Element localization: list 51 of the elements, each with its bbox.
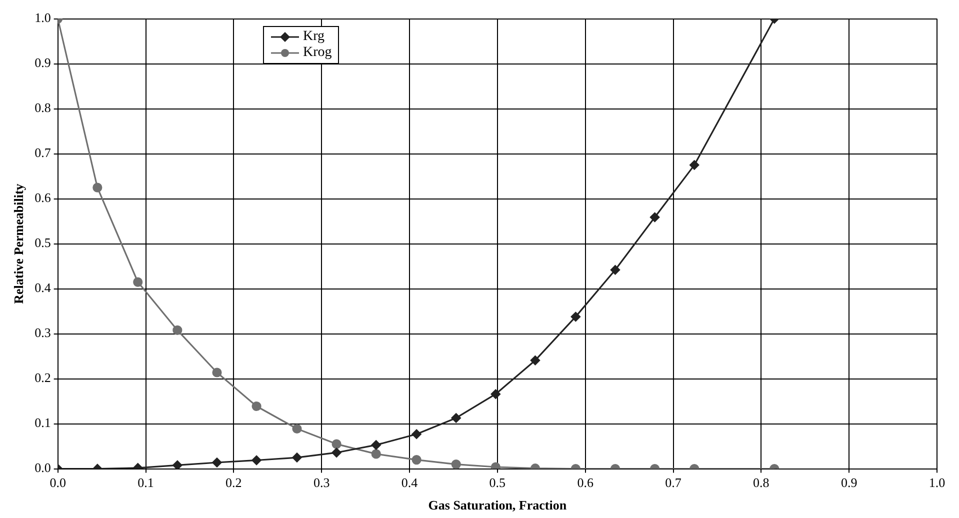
x-axis-title: Gas Saturation, Fraction — [428, 498, 568, 513]
point — [530, 356, 540, 366]
point — [292, 424, 302, 434]
x-tick-label: 0.7 — [665, 475, 682, 490]
y-tick-label: 0.7 — [34, 145, 52, 160]
point — [690, 160, 700, 170]
point — [212, 368, 222, 378]
point — [371, 440, 381, 450]
y-tick-label: 0.4 — [34, 280, 52, 296]
y-tick-label: 0.8 — [34, 100, 51, 116]
x-tick-label: 0.6 — [577, 475, 594, 490]
x-tick-label: 0.8 — [753, 475, 770, 490]
point — [252, 455, 262, 466]
point — [332, 448, 342, 458]
point — [490, 462, 500, 469]
point — [92, 182, 102, 192]
point — [252, 401, 262, 412]
point — [412, 429, 422, 439]
point — [332, 439, 342, 449]
point — [133, 277, 143, 287]
point — [650, 212, 660, 222]
x-tick-label: 0.4 — [401, 475, 418, 490]
y-tick-label: 1.0 — [34, 10, 51, 26]
y-tick-label: 0.5 — [34, 235, 51, 250]
y-tick-label: 0.2 — [34, 370, 51, 386]
y-tick-label: 0.9 — [34, 55, 51, 70]
x-tick-label: 0.9 — [840, 475, 858, 490]
x-tick-label: 0.5 — [489, 475, 506, 490]
y-tick-label: 0.1 — [34, 415, 51, 430]
point — [490, 389, 500, 399]
y-axis-title: Relative Permeability — [11, 183, 26, 304]
point — [172, 325, 182, 335]
point — [451, 413, 461, 423]
x-tick-label: 1.0 — [928, 475, 946, 490]
point — [371, 449, 381, 459]
x-tick-label: 0.1 — [138, 475, 154, 490]
y-tick-label: 0.6 — [34, 190, 52, 206]
point — [292, 452, 302, 462]
legend-label: Krg — [303, 29, 325, 45]
point — [451, 460, 461, 469]
point — [172, 460, 182, 469]
point — [212, 458, 222, 468]
x-tick-label: 0.2 — [226, 475, 242, 490]
y-tick-label: 0.3 — [34, 325, 51, 340]
x-tick-label: 0.3 — [313, 475, 330, 490]
point — [412, 455, 422, 465]
point — [570, 312, 580, 322]
y-tick-label: 0.0 — [34, 460, 51, 476]
x-tick-label: 0.0 — [50, 475, 66, 490]
legend-label: Krog — [303, 45, 332, 61]
point — [610, 265, 620, 275]
